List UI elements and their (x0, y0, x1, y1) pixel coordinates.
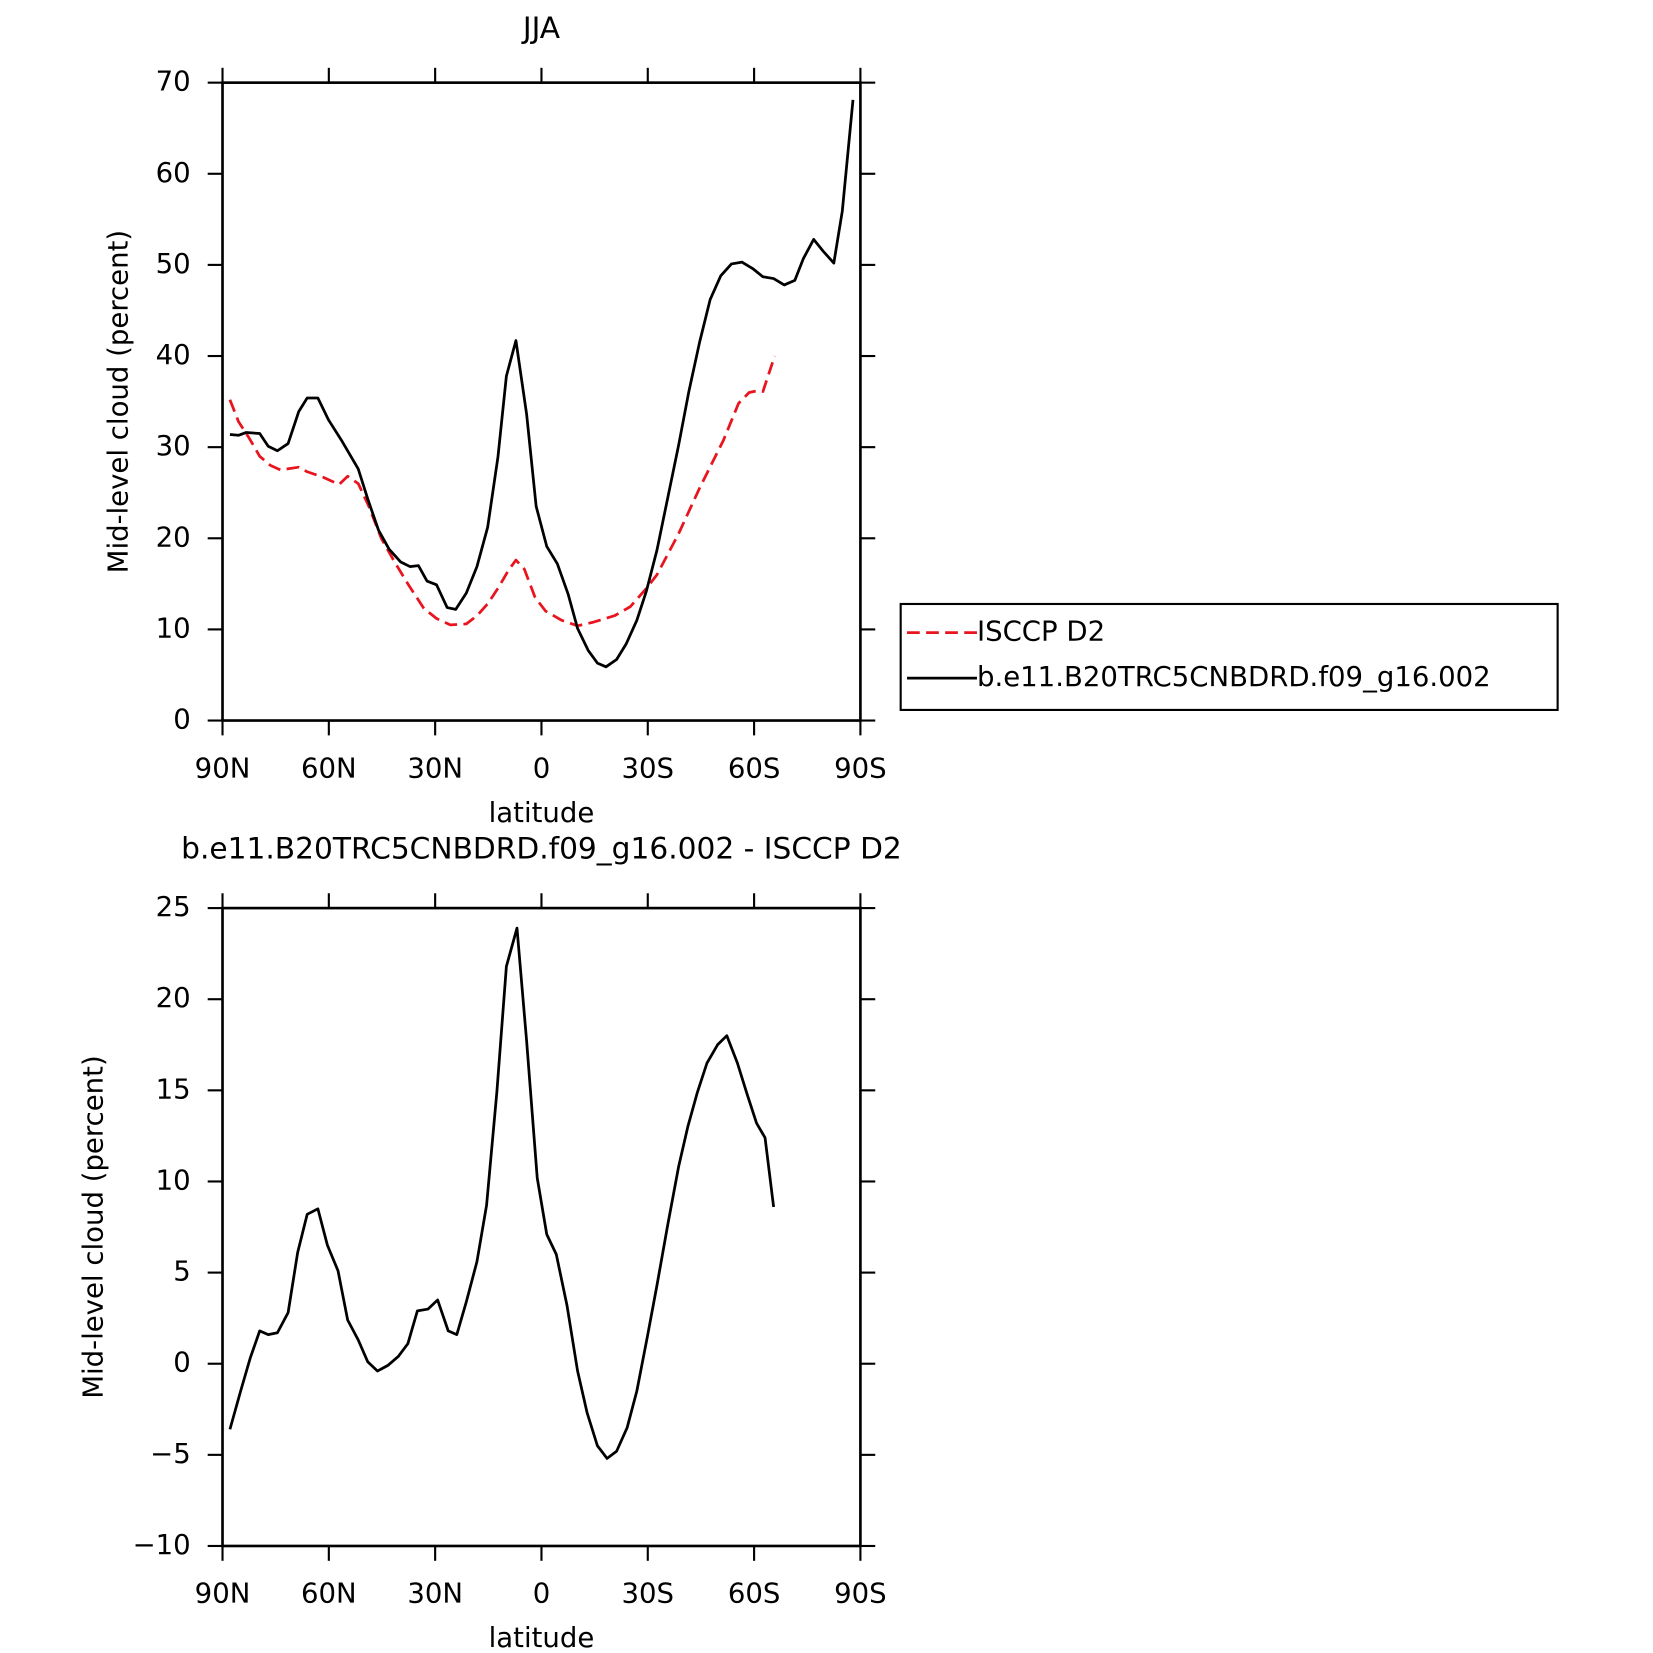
series-line (228, 926, 775, 1460)
y-axis-label: Mid-level cloud (percent) (103, 230, 135, 573)
plot-frame (221, 906, 862, 1548)
y-tick-label: 20 (156, 982, 191, 1014)
x-tick-label: 60S (728, 1578, 781, 1610)
y-tick-label: 0 (173, 1347, 191, 1379)
y-tick-label: 20 (156, 521, 191, 553)
x-axis-label: latitude (489, 1622, 595, 1653)
y-tick-label: 30 (156, 430, 191, 462)
y-tick-label: 25 (156, 891, 191, 923)
series-line (229, 99, 855, 669)
x-tick-label: 0 (533, 1578, 551, 1610)
x-tick-label: 90N (195, 752, 251, 784)
chart-title: b.e11.B20TRC5CNBDRD.f09_g16.002 - ISCCP … (181, 830, 902, 865)
y-tick-label: −5 (150, 1438, 191, 1470)
y-tick-label: 10 (156, 612, 191, 644)
x-tick-label: 30S (622, 752, 675, 784)
x-tick-label: 60N (301, 1578, 357, 1610)
y-tick-label: 50 (156, 248, 191, 280)
x-tick-label: 90S (834, 1578, 887, 1610)
x-tick-label: 30S (622, 1578, 675, 1610)
x-tick-label: 30N (407, 752, 463, 784)
y-tick-label: 10 (156, 1164, 191, 1196)
legend-label: ISCCP D2 (977, 616, 1105, 648)
series-line (228, 355, 776, 628)
x-tick-label: 60S (728, 752, 781, 784)
x-tick-label: 60N (301, 752, 357, 784)
legend-label: b.e11.B20TRC5CNBDRD.f09_g16.002 (977, 661, 1491, 693)
legend-box (899, 602, 1559, 712)
x-tick-label: 30N (407, 1578, 463, 1610)
y-tick-label: −10 (133, 1529, 191, 1561)
x-tick-label: 0 (533, 752, 551, 784)
y-tick-label: 15 (156, 1073, 191, 1105)
x-tick-label: 90N (195, 1578, 251, 1610)
y-tick-label: 70 (156, 66, 191, 98)
y-tick-label: 60 (156, 157, 191, 189)
chart-title: JJA (521, 10, 561, 45)
y-tick-label: 5 (173, 1256, 191, 1288)
x-tick-label: 90S (834, 752, 887, 784)
y-tick-label: 40 (156, 339, 191, 371)
y-axis-label: Mid-level cloud (percent) (77, 1055, 109, 1398)
y-tick-label: 0 (173, 704, 191, 736)
x-axis-label: latitude (489, 797, 595, 829)
